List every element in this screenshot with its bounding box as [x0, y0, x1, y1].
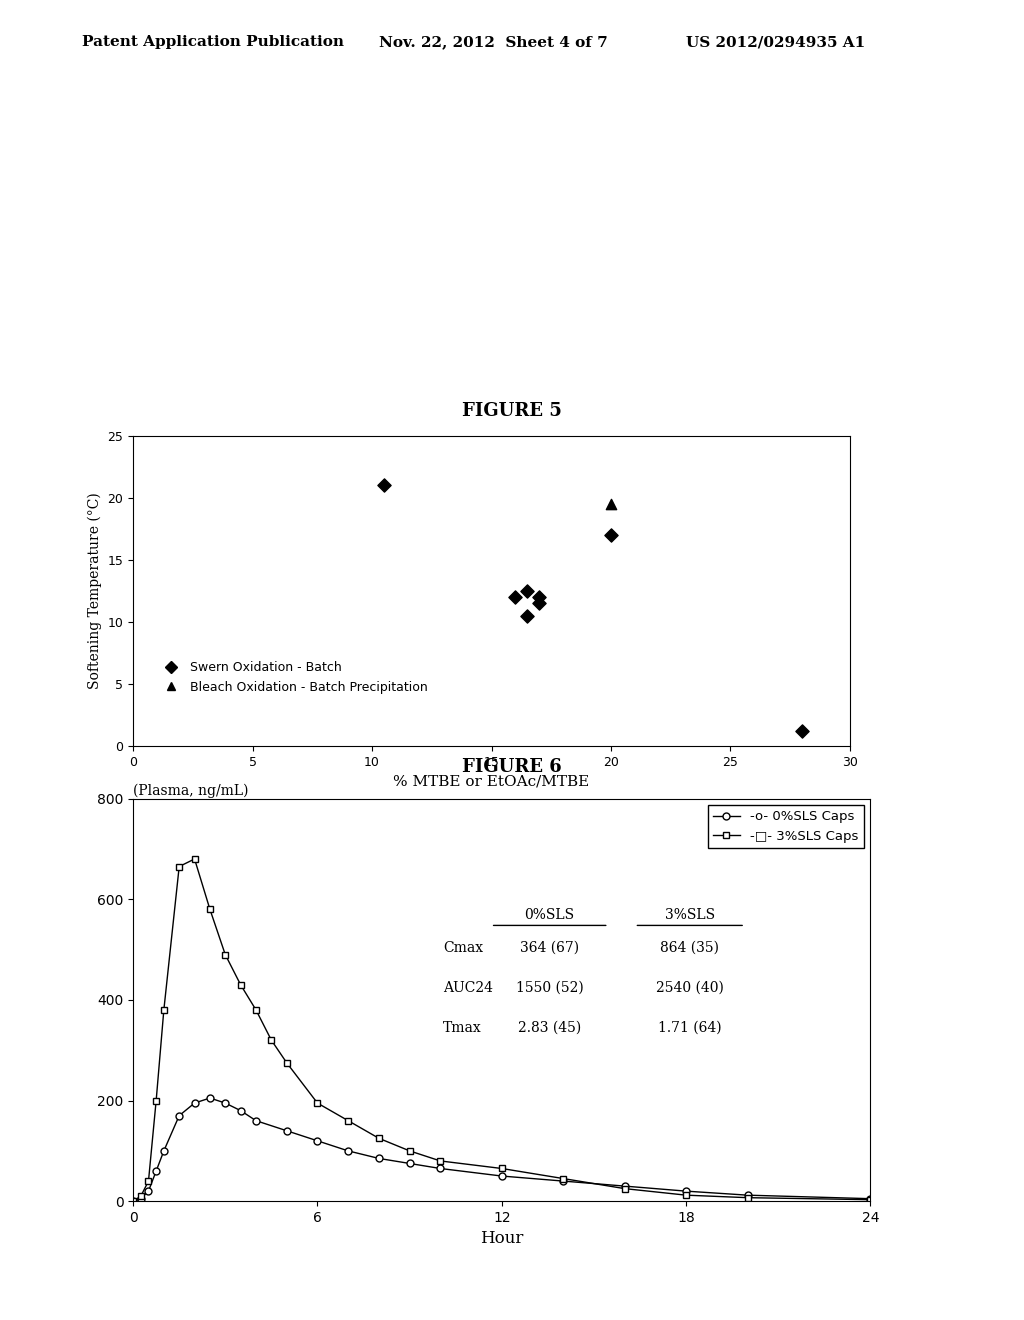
- Text: Patent Application Publication: Patent Application Publication: [82, 36, 344, 49]
- 3%SLS Caps: [188, 851, 201, 867]
- 0%SLS Caps: [342, 1143, 354, 1159]
- Point: [519, 605, 536, 626]
- Point: [531, 593, 548, 614]
- 0%SLS Caps: [311, 1133, 324, 1148]
- Line: 0%SLS Caps: 0%SLS Caps: [130, 1094, 873, 1205]
- Point: [507, 586, 523, 607]
- 3%SLS Caps: [496, 1160, 508, 1176]
- 3%SLS Caps: [142, 1173, 155, 1189]
- 3%SLS Caps: [219, 946, 231, 962]
- Text: AUC24: AUC24: [442, 981, 493, 995]
- 3%SLS Caps: [127, 1193, 139, 1209]
- Line: 3%SLS Caps: 3%SLS Caps: [130, 855, 873, 1205]
- 0%SLS Caps: [864, 1191, 877, 1206]
- Text: 864 (35): 864 (35): [660, 941, 719, 954]
- 3%SLS Caps: [741, 1189, 754, 1205]
- 0%SLS Caps: [403, 1155, 416, 1171]
- 0%SLS Caps: [158, 1143, 170, 1159]
- 0%SLS Caps: [250, 1113, 262, 1129]
- Point: [794, 721, 810, 742]
- 0%SLS Caps: [618, 1179, 631, 1195]
- 3%SLS Caps: [557, 1171, 569, 1187]
- 3%SLS Caps: [281, 1055, 293, 1071]
- 3%SLS Caps: [342, 1113, 354, 1129]
- 0%SLS Caps: [142, 1183, 155, 1199]
- 3%SLS Caps: [403, 1143, 416, 1159]
- Point: [531, 586, 548, 607]
- Point: [519, 581, 536, 602]
- Legend: -o- 0%SLS Caps, -□- 3%SLS Caps: -o- 0%SLS Caps, -□- 3%SLS Caps: [708, 805, 864, 849]
- 3%SLS Caps: [311, 1096, 324, 1111]
- Text: 2.83 (45): 2.83 (45): [518, 1022, 582, 1035]
- 3%SLS Caps: [265, 1032, 278, 1048]
- 3%SLS Caps: [173, 858, 185, 874]
- Text: FIGURE 5: FIGURE 5: [462, 401, 562, 420]
- 0%SLS Caps: [434, 1160, 446, 1176]
- Text: 1550 (52): 1550 (52): [516, 981, 584, 995]
- Text: 1.71 (64): 1.71 (64): [658, 1022, 722, 1035]
- 0%SLS Caps: [281, 1123, 293, 1139]
- 3%SLS Caps: [234, 977, 247, 993]
- 3%SLS Caps: [158, 1002, 170, 1018]
- 3%SLS Caps: [680, 1187, 692, 1203]
- 0%SLS Caps: [680, 1183, 692, 1199]
- 0%SLS Caps: [496, 1168, 508, 1184]
- 3%SLS Caps: [434, 1154, 446, 1170]
- Text: 364 (67): 364 (67): [520, 941, 580, 954]
- Text: Tmax: Tmax: [442, 1022, 481, 1035]
- Text: 2540 (40): 2540 (40): [655, 981, 724, 995]
- X-axis label: % MTBE or EtOAc/MTBE: % MTBE or EtOAc/MTBE: [393, 774, 590, 788]
- 0%SLS Caps: [234, 1102, 247, 1118]
- X-axis label: Hour: Hour: [480, 1230, 523, 1247]
- Point: [603, 524, 620, 545]
- 3%SLS Caps: [204, 902, 216, 917]
- Text: 0%SLS: 0%SLS: [524, 908, 574, 923]
- 3%SLS Caps: [250, 1002, 262, 1018]
- 0%SLS Caps: [741, 1187, 754, 1203]
- Text: FIGURE 6: FIGURE 6: [462, 758, 562, 776]
- 0%SLS Caps: [373, 1151, 385, 1167]
- Text: US 2012/0294935 A1: US 2012/0294935 A1: [686, 36, 865, 49]
- 3%SLS Caps: [618, 1180, 631, 1196]
- 0%SLS Caps: [219, 1096, 231, 1111]
- Text: Cmax: Cmax: [442, 941, 483, 954]
- Text: (Plasma, ng/mL): (Plasma, ng/mL): [133, 783, 249, 797]
- 0%SLS Caps: [127, 1193, 139, 1209]
- Y-axis label: Softening Temperature (°C): Softening Temperature (°C): [88, 492, 102, 689]
- 3%SLS Caps: [150, 1093, 162, 1109]
- 0%SLS Caps: [150, 1163, 162, 1179]
- 0%SLS Caps: [173, 1107, 185, 1123]
- Legend: Swern Oxidation - Batch, Bleach Oxidation - Batch Precipitation: Swern Oxidation - Batch, Bleach Oxidatio…: [154, 656, 433, 698]
- 3%SLS Caps: [135, 1188, 147, 1204]
- 3%SLS Caps: [373, 1130, 385, 1146]
- Text: Nov. 22, 2012  Sheet 4 of 7: Nov. 22, 2012 Sheet 4 of 7: [379, 36, 607, 49]
- 0%SLS Caps: [557, 1173, 569, 1189]
- 0%SLS Caps: [204, 1090, 216, 1106]
- Text: 3%SLS: 3%SLS: [665, 908, 715, 923]
- 0%SLS Caps: [188, 1096, 201, 1111]
- 0%SLS Caps: [135, 1191, 147, 1206]
- Point: [376, 475, 392, 496]
- Point: [603, 494, 620, 515]
- 3%SLS Caps: [864, 1192, 877, 1208]
